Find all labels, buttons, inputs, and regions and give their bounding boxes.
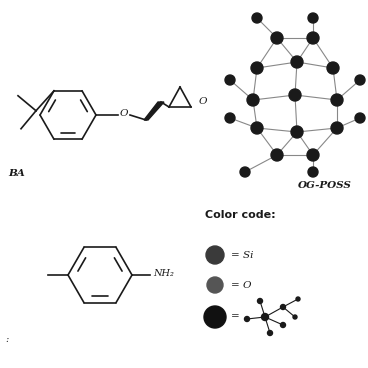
Text: O: O — [199, 98, 207, 106]
Text: =: = — [231, 312, 240, 322]
Circle shape — [271, 149, 283, 161]
Text: BA: BA — [8, 169, 25, 177]
Circle shape — [289, 89, 301, 101]
Circle shape — [262, 314, 269, 321]
Text: OG-POSS: OG-POSS — [298, 180, 352, 190]
Circle shape — [307, 149, 319, 161]
Circle shape — [280, 304, 286, 309]
Text: = Si: = Si — [231, 251, 254, 259]
Circle shape — [258, 298, 262, 304]
Circle shape — [225, 113, 235, 123]
Circle shape — [225, 75, 235, 85]
Circle shape — [331, 122, 343, 134]
Circle shape — [240, 167, 250, 177]
Circle shape — [331, 94, 343, 106]
Circle shape — [251, 62, 263, 74]
Circle shape — [251, 122, 263, 134]
Circle shape — [271, 32, 283, 44]
Polygon shape — [144, 102, 164, 120]
Circle shape — [327, 62, 339, 74]
Text: = O: = O — [231, 280, 251, 290]
Text: O: O — [120, 109, 128, 117]
Text: NH₂: NH₂ — [153, 269, 174, 279]
Circle shape — [355, 113, 365, 123]
Circle shape — [280, 322, 286, 328]
Circle shape — [307, 32, 319, 44]
Text: Color code:: Color code: — [205, 210, 276, 220]
Circle shape — [308, 167, 318, 177]
Circle shape — [252, 13, 262, 23]
Circle shape — [293, 315, 297, 319]
Text: :: : — [5, 336, 8, 344]
Circle shape — [296, 297, 300, 301]
Circle shape — [247, 94, 259, 106]
Circle shape — [204, 306, 226, 328]
Circle shape — [355, 75, 365, 85]
Circle shape — [291, 126, 303, 138]
Circle shape — [268, 330, 272, 336]
Circle shape — [291, 56, 303, 68]
Circle shape — [206, 246, 224, 264]
Circle shape — [207, 277, 223, 293]
Circle shape — [308, 13, 318, 23]
Circle shape — [244, 316, 250, 322]
